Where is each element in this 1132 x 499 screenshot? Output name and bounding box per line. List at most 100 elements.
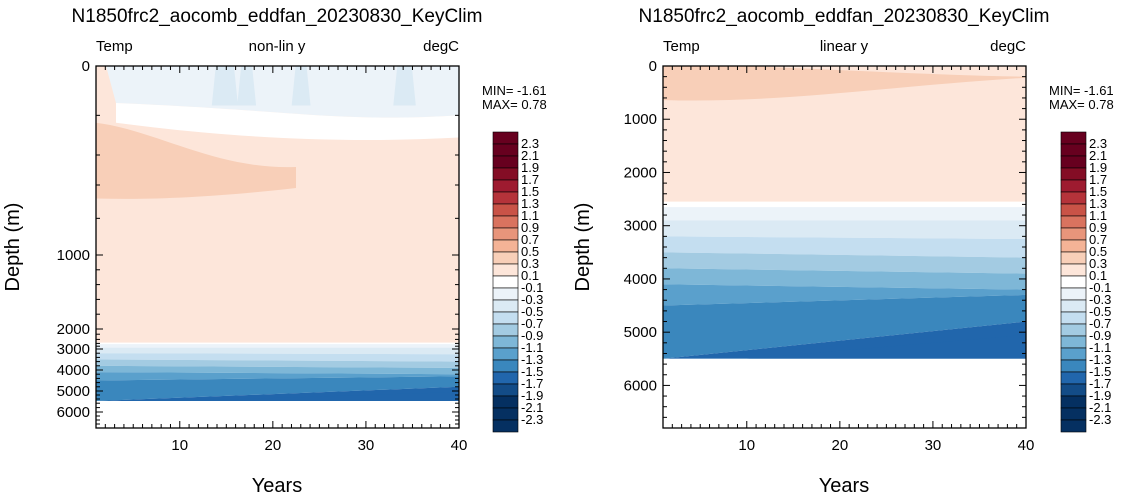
colorbar-label: 0.3 xyxy=(1089,256,1107,271)
deep-band xyxy=(663,220,1026,240)
colorbar-swatch xyxy=(1060,275,1087,289)
colorbar-swatch xyxy=(492,347,519,361)
colorbar-label: -1.5 xyxy=(1089,364,1111,379)
colorbar-label: -0.3 xyxy=(1089,292,1111,307)
y-tick-label: 6000 xyxy=(57,404,90,421)
colorbar-label: -2.3 xyxy=(1089,412,1111,427)
colorbar-swatch xyxy=(492,167,519,181)
colorbar-label: 0.7 xyxy=(521,232,539,247)
deep-cold-wedge xyxy=(746,334,1026,359)
deep-band xyxy=(96,353,459,362)
colorbar-label: -0.7 xyxy=(1089,316,1111,331)
colorbar-label: 0.5 xyxy=(521,244,539,259)
no-data-region xyxy=(663,358,1026,428)
units-label: degC xyxy=(990,38,1026,55)
colorbar-swatch xyxy=(492,203,519,217)
colorbar-swatch xyxy=(1060,203,1087,217)
colorbar-swatch xyxy=(1060,323,1087,337)
colorbar-label: 1.1 xyxy=(1089,208,1107,223)
colorbar-swatch xyxy=(492,239,519,253)
warm-patch xyxy=(96,122,296,199)
contour-plot xyxy=(96,66,459,428)
colorbar-label: -0.5 xyxy=(521,304,543,319)
colorbar-swatch xyxy=(492,275,519,289)
min-value: MIN= -1.61 xyxy=(1049,83,1114,98)
colorbar-label: 1.9 xyxy=(1089,160,1107,175)
y-tick-label: 5000 xyxy=(57,383,90,400)
y-tick-label: 1000 xyxy=(57,247,90,264)
colorbar-swatch xyxy=(492,323,519,337)
x-tick-label: 10 xyxy=(738,437,755,454)
colorbar-swatch xyxy=(1060,239,1087,253)
colorbar-swatch xyxy=(492,287,519,301)
colorbar-label: -1.7 xyxy=(1089,376,1111,391)
colorbar-swatch xyxy=(1060,191,1087,205)
colorbar-label: 0.1 xyxy=(1089,268,1107,283)
colorbar-swatch xyxy=(492,383,519,397)
colorbar-label: 2.3 xyxy=(521,136,539,151)
y-tick-label: 3000 xyxy=(624,218,657,235)
colorbar-swatch xyxy=(1060,167,1087,181)
colorbar-swatch xyxy=(1060,395,1087,409)
colorbar-label: 1.1 xyxy=(521,208,539,223)
x-tick-label: 40 xyxy=(451,437,468,454)
colorbar-label: 2.1 xyxy=(521,148,539,163)
colorbar-label: -0.3 xyxy=(521,292,543,307)
colorbar-label: -0.9 xyxy=(1089,328,1111,343)
colorbar-label: -1.1 xyxy=(521,340,543,355)
colorbar-swatch xyxy=(492,191,519,205)
colorbar-label: 0.9 xyxy=(1089,220,1107,235)
colorbar-swatch xyxy=(1060,155,1087,169)
colorbar-swatch xyxy=(1060,179,1087,193)
deep-band xyxy=(96,376,459,401)
colorbar-swatch xyxy=(1060,143,1087,157)
min-value: MIN= -1.61 xyxy=(482,83,547,98)
max-value: MAX= 0.78 xyxy=(1049,97,1114,112)
colorbar-label: -1.7 xyxy=(521,376,543,391)
axes xyxy=(95,65,460,429)
colorbar-swatch xyxy=(492,335,519,349)
deep-band xyxy=(663,268,1026,290)
cool-plume xyxy=(211,66,238,106)
colorbar-swatch xyxy=(492,263,519,277)
x-tick-label: 30 xyxy=(358,437,375,454)
y-tick-label: 0 xyxy=(82,58,90,75)
colorbar-swatch xyxy=(492,419,519,433)
colorbar-label: 1.5 xyxy=(521,184,539,199)
cool-plume xyxy=(393,66,416,106)
y-tick-label: 3000 xyxy=(57,341,90,358)
colorbar-label: -1.3 xyxy=(1089,352,1111,367)
colorbar-label: -2.1 xyxy=(521,400,543,415)
colorbar-swatch xyxy=(1060,311,1087,325)
colorbar-label: -0.7 xyxy=(521,316,543,331)
colorbar-label: -1.9 xyxy=(1089,388,1111,403)
variable-label: Temp xyxy=(663,38,700,55)
x-tick-label: 20 xyxy=(265,437,282,454)
warm-patch xyxy=(663,66,1026,101)
colorbar-swatch xyxy=(492,143,519,157)
max-value: MAX= 0.78 xyxy=(482,97,547,112)
colorbar-swatch xyxy=(1060,215,1087,229)
colorbar-swatch xyxy=(1060,383,1087,397)
variable-label: Temp xyxy=(96,38,133,55)
colorbar-swatch xyxy=(1060,251,1087,265)
deep-cold-wedge xyxy=(179,392,459,401)
colorbar-label: -0.1 xyxy=(1089,280,1111,295)
colorbar-swatch xyxy=(1060,347,1087,361)
x-axis-label: Years xyxy=(819,475,869,497)
colorbar-swatch xyxy=(1060,227,1087,241)
deep-band xyxy=(96,342,459,345)
colorbar-swatch xyxy=(492,251,519,265)
y-tick-label: 6000 xyxy=(624,377,657,394)
colorbar-swatch xyxy=(1060,371,1087,385)
x-tick-label: 10 xyxy=(171,437,188,454)
colorbar-swatch xyxy=(492,407,519,421)
deep-band xyxy=(663,294,1026,359)
colorbar-swatch xyxy=(1060,263,1087,277)
deep-band xyxy=(96,359,459,368)
neutral-band xyxy=(116,103,459,141)
colorbar-swatch xyxy=(1060,359,1087,373)
cool-plume xyxy=(291,66,311,106)
colorbar-swatch xyxy=(492,155,519,169)
